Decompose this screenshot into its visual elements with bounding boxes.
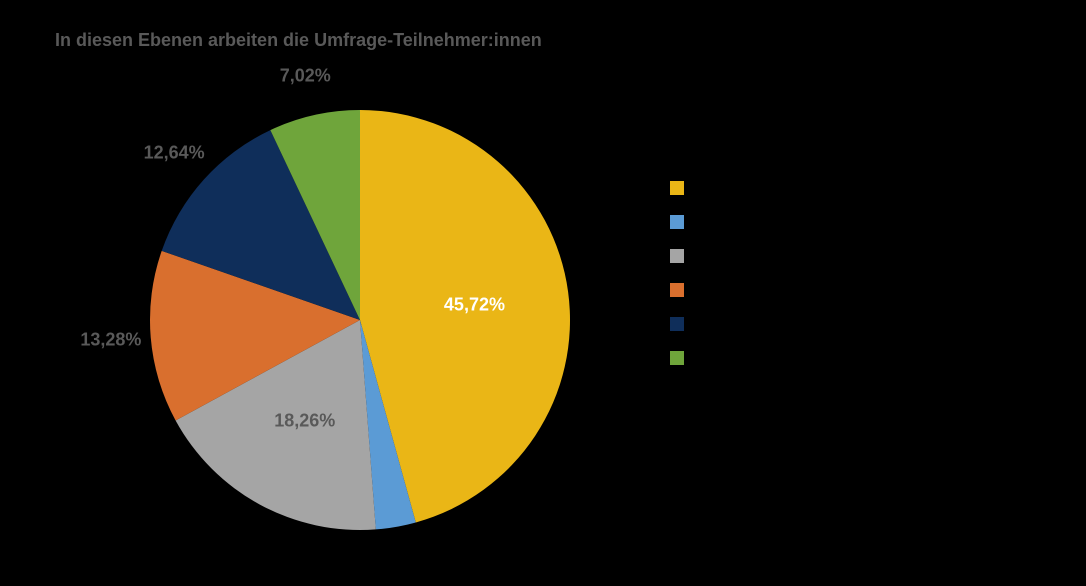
legend-item: Abteilungsleiter:in <box>670 316 810 332</box>
legend: Mitarbeiter:in Vorstand Geschäftsführer:in… <box>670 180 810 384</box>
slice-label: 12,64% <box>144 142 205 163</box>
legend-item: Geschäftsführer:in <box>670 248 810 264</box>
legend-swatch <box>670 181 684 195</box>
slice-label: 7,02% <box>280 66 331 87</box>
legend-swatch <box>670 351 684 365</box>
legend-item: Mitarbeiter:in <box>670 180 810 196</box>
slice-label: 45,72% <box>444 294 505 315</box>
legend-item: Teamleiter:in <box>670 350 810 366</box>
slice-label: 18,26% <box>274 411 335 432</box>
legend-label: Mitarbeiter:in <box>696 180 777 196</box>
legend-label: Abteilungsleiter:in <box>696 316 807 332</box>
legend-swatch <box>670 283 684 297</box>
chart-title: In diesen Ebenen arbeiten die Umfrage-Te… <box>55 30 542 51</box>
legend-label: Geschäftsführer:in <box>696 248 810 264</box>
legend-item: Vorstand <box>670 214 810 230</box>
pie-chart: 45,72%18,26%13,28%12,64%7,02% <box>140 80 580 560</box>
slice-label: 13,28% <box>80 330 141 351</box>
legend-label: Teamleiter:in <box>696 350 775 366</box>
legend-item: Bereichsleiter:in <box>670 282 810 298</box>
legend-swatch <box>670 215 684 229</box>
legend-label: Bereichsleiter:in <box>696 282 796 298</box>
legend-swatch <box>670 317 684 331</box>
legend-label: Vorstand <box>696 214 751 230</box>
legend-swatch <box>670 249 684 263</box>
